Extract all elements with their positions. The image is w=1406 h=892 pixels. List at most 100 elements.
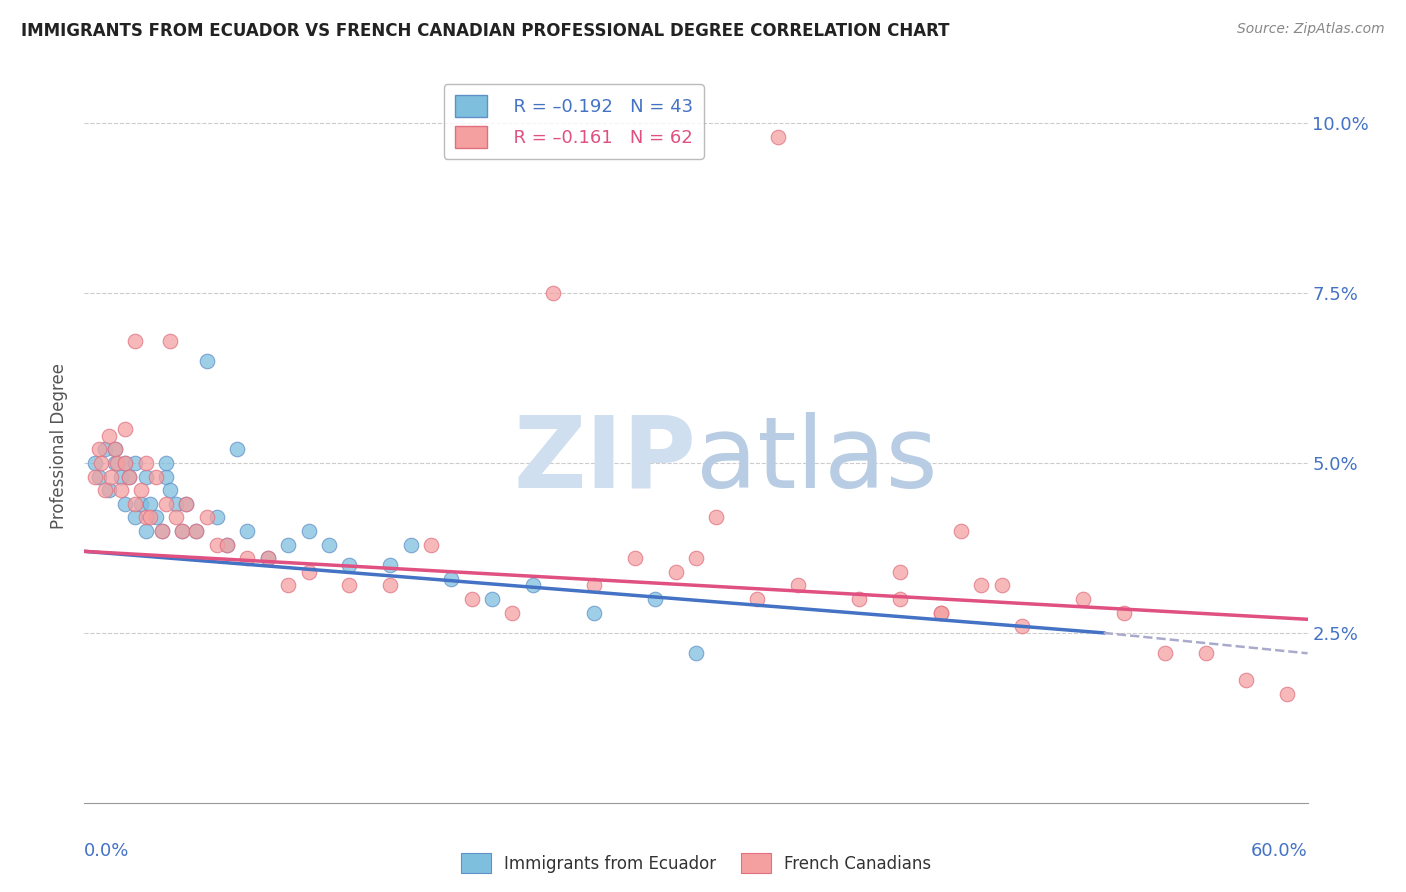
Point — [205, 510, 228, 524]
Point — [165, 497, 187, 511]
Point — [543, 286, 565, 301]
Point — [950, 524, 973, 538]
Point — [399, 537, 422, 551]
Point — [165, 510, 187, 524]
Point — [747, 591, 769, 606]
Point — [236, 524, 259, 538]
Point — [135, 456, 157, 470]
Point — [131, 483, 153, 498]
Point — [97, 483, 120, 498]
Point — [145, 469, 167, 483]
Point — [440, 572, 463, 586]
Point — [205, 537, 228, 551]
Point — [83, 456, 105, 470]
Point — [135, 469, 157, 483]
Text: 60.0%: 60.0% — [1251, 842, 1308, 860]
Point — [118, 469, 141, 483]
Point — [1154, 646, 1177, 660]
Point — [104, 442, 127, 457]
Point — [186, 524, 208, 538]
Point — [124, 456, 146, 470]
Point — [318, 537, 340, 551]
Point — [461, 591, 484, 606]
Point — [118, 469, 141, 483]
Point — [131, 497, 153, 511]
Point — [257, 551, 280, 566]
Point — [339, 558, 361, 572]
Point — [298, 524, 321, 538]
Legend: Immigrants from Ecuador, French Canadians: Immigrants from Ecuador, French Canadian… — [454, 847, 938, 880]
Point — [217, 537, 239, 551]
Point — [1073, 591, 1095, 606]
Point — [420, 537, 443, 551]
Point — [93, 442, 115, 457]
Point — [110, 469, 132, 483]
Point — [104, 456, 127, 470]
Point — [380, 578, 402, 592]
Point — [100, 469, 122, 483]
Text: Source: ZipAtlas.com: Source: ZipAtlas.com — [1237, 22, 1385, 37]
Point — [114, 497, 136, 511]
Point — [685, 646, 707, 660]
Point — [150, 524, 173, 538]
Point — [583, 606, 606, 620]
Point — [1236, 673, 1258, 688]
Point — [174, 497, 197, 511]
Point — [236, 551, 259, 566]
Point — [135, 524, 157, 538]
Point — [114, 456, 136, 470]
Point — [339, 578, 361, 592]
Text: atlas: atlas — [696, 412, 938, 508]
Text: 0.0%: 0.0% — [84, 842, 129, 860]
Point — [766, 129, 789, 144]
Point — [104, 442, 127, 457]
Point — [90, 456, 112, 470]
Point — [929, 606, 952, 620]
Point — [93, 483, 115, 498]
Point — [195, 510, 218, 524]
Point — [114, 422, 136, 436]
Point — [217, 537, 239, 551]
Point — [87, 442, 110, 457]
Point — [644, 591, 666, 606]
Point — [277, 537, 299, 551]
Point — [380, 558, 402, 572]
Point — [97, 429, 120, 443]
Point — [138, 497, 160, 511]
Point — [706, 510, 728, 524]
Point — [481, 591, 503, 606]
Point — [155, 497, 177, 511]
Y-axis label: Professional Degree: Professional Degree — [51, 363, 69, 529]
Point — [159, 483, 181, 498]
Point — [502, 606, 524, 620]
Point — [298, 565, 321, 579]
Point — [1011, 619, 1033, 633]
Point — [135, 510, 157, 524]
Point — [195, 354, 218, 368]
Point — [145, 510, 167, 524]
Text: ZIP: ZIP — [513, 412, 696, 508]
Point — [155, 456, 177, 470]
Point — [991, 578, 1014, 592]
Point — [124, 334, 146, 348]
Point — [624, 551, 647, 566]
Point — [522, 578, 544, 592]
Point — [172, 524, 194, 538]
Point — [848, 591, 870, 606]
Point — [929, 606, 952, 620]
Point — [787, 578, 810, 592]
Point — [583, 578, 606, 592]
Point — [1277, 687, 1299, 701]
Point — [83, 469, 105, 483]
Point — [970, 578, 993, 592]
Point — [1195, 646, 1218, 660]
Point — [150, 524, 173, 538]
Text: IMMIGRANTS FROM ECUADOR VS FRENCH CANADIAN PROFESSIONAL DEGREE CORRELATION CHART: IMMIGRANTS FROM ECUADOR VS FRENCH CANADI… — [21, 22, 949, 40]
Point — [159, 334, 181, 348]
Point — [138, 510, 160, 524]
Point — [889, 591, 911, 606]
Point — [114, 456, 136, 470]
Point — [685, 551, 707, 566]
Point — [226, 442, 249, 457]
Point — [277, 578, 299, 592]
